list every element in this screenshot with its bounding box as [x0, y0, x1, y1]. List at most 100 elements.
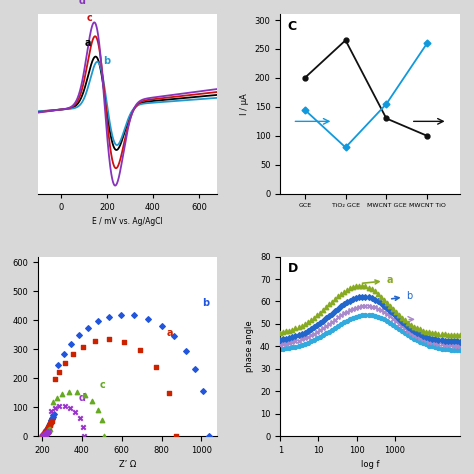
Point: [283, 340, 290, 347]
Point: [368, 303, 375, 310]
Point: [380, 315, 388, 323]
Point: [410, 327, 418, 335]
Point: [98, 417, 106, 424]
Point: [276, 329, 284, 337]
Point: [362, 283, 369, 290]
Point: [280, 340, 287, 348]
Point: [359, 311, 366, 319]
Point: [44, 425, 51, 432]
Point: [47, 418, 55, 425]
Point: [40, 431, 47, 438]
Point: [130, 311, 137, 319]
Point: [419, 327, 427, 335]
Point: [43, 429, 50, 437]
Point: [276, 346, 284, 353]
Point: [65, 388, 73, 395]
Point: [346, 297, 354, 304]
Text: C: C: [287, 19, 297, 33]
Point: [325, 301, 333, 308]
Point: [386, 302, 393, 310]
Point: [331, 295, 339, 302]
Point: [286, 344, 293, 352]
Point: [380, 308, 388, 316]
Point: [407, 329, 415, 337]
Point: [444, 337, 451, 345]
Point: [413, 329, 421, 337]
Point: [389, 305, 397, 313]
Point: [41, 429, 48, 437]
Point: [377, 314, 384, 321]
Point: [50, 411, 57, 419]
Point: [280, 336, 287, 343]
Point: [38, 432, 46, 440]
Point: [298, 336, 305, 343]
Point: [61, 402, 69, 410]
Point: [432, 330, 439, 337]
Point: [295, 342, 302, 349]
Point: [407, 333, 415, 341]
Text: d: d: [79, 0, 86, 6]
Point: [206, 432, 213, 440]
Point: [172, 432, 179, 440]
Point: [346, 316, 354, 323]
Point: [46, 426, 53, 433]
Point: [44, 428, 51, 436]
Point: [44, 428, 52, 435]
Point: [456, 338, 464, 346]
Point: [359, 282, 366, 290]
Point: [435, 336, 442, 344]
Point: [46, 420, 54, 428]
Point: [419, 336, 427, 343]
Point: [407, 321, 415, 328]
Point: [41, 429, 49, 437]
Text: D: D: [287, 262, 298, 275]
Point: [38, 432, 46, 440]
Point: [374, 298, 382, 305]
Point: [362, 311, 369, 319]
Point: [359, 302, 366, 310]
Point: [58, 390, 65, 398]
Point: [435, 344, 442, 352]
Point: [447, 342, 455, 349]
Point: [404, 319, 412, 327]
Point: [389, 321, 397, 328]
Point: [76, 414, 83, 422]
Point: [380, 302, 388, 310]
Point: [371, 296, 378, 303]
Point: [328, 310, 336, 318]
Point: [432, 336, 439, 343]
Point: [371, 288, 378, 295]
Point: [310, 314, 318, 321]
Point: [44, 424, 52, 431]
Point: [307, 332, 314, 339]
Point: [40, 431, 47, 439]
Point: [292, 333, 299, 340]
Point: [413, 324, 421, 332]
Point: [292, 337, 299, 345]
Point: [307, 337, 314, 345]
Point: [304, 327, 311, 335]
Point: [43, 428, 51, 436]
Point: [456, 331, 464, 339]
Point: [61, 359, 69, 367]
Point: [319, 317, 327, 325]
Point: [88, 397, 96, 404]
Point: [422, 333, 430, 340]
Point: [426, 342, 433, 349]
Point: [45, 423, 53, 430]
Text: b: b: [392, 291, 412, 301]
Point: [43, 427, 51, 434]
Point: [349, 283, 357, 291]
Point: [280, 345, 287, 353]
Point: [301, 340, 309, 347]
Point: [392, 317, 400, 325]
Point: [398, 322, 406, 330]
Point: [310, 336, 318, 344]
Point: [45, 427, 52, 434]
Point: [182, 347, 189, 355]
Point: [41, 429, 48, 437]
Point: [41, 430, 49, 438]
Point: [295, 331, 302, 339]
Point: [292, 325, 299, 332]
Y-axis label: I / μA: I / μA: [240, 93, 249, 115]
